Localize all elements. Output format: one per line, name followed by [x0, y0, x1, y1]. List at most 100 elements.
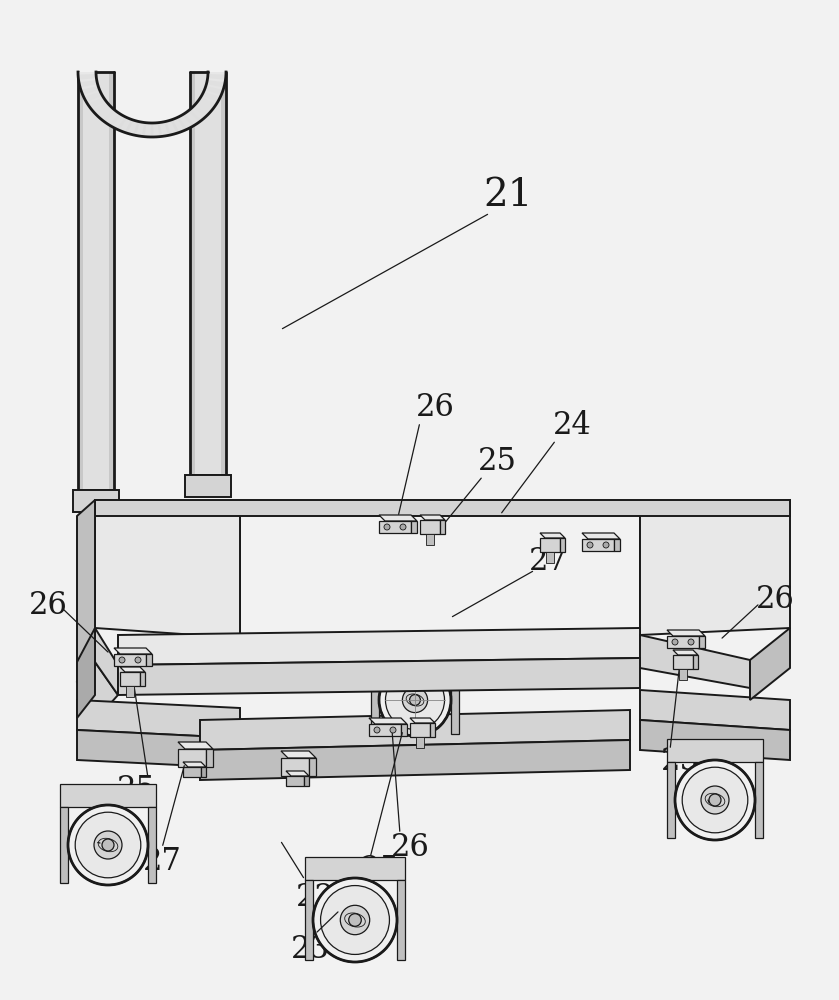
Text: 25: 25	[117, 774, 155, 806]
Circle shape	[701, 786, 729, 814]
Polygon shape	[755, 762, 763, 838]
Polygon shape	[420, 520, 440, 534]
Circle shape	[349, 914, 362, 926]
Polygon shape	[158, 123, 162, 137]
Polygon shape	[201, 95, 218, 104]
Polygon shape	[117, 117, 128, 130]
Polygon shape	[221, 72, 226, 475]
Polygon shape	[140, 672, 145, 686]
Polygon shape	[183, 114, 195, 126]
Polygon shape	[540, 538, 560, 552]
Polygon shape	[178, 742, 213, 749]
Polygon shape	[109, 72, 114, 490]
Polygon shape	[582, 539, 614, 551]
Polygon shape	[148, 807, 156, 883]
Polygon shape	[170, 119, 180, 133]
Text: 26: 26	[415, 392, 455, 424]
Polygon shape	[208, 72, 226, 75]
Polygon shape	[614, 539, 620, 551]
Circle shape	[76, 812, 141, 878]
Polygon shape	[95, 628, 118, 695]
Polygon shape	[640, 635, 750, 688]
Polygon shape	[679, 669, 687, 680]
Text: 23: 23	[290, 934, 330, 966]
Polygon shape	[86, 95, 103, 104]
Circle shape	[119, 657, 125, 663]
Circle shape	[688, 639, 694, 645]
Polygon shape	[430, 723, 435, 737]
Polygon shape	[397, 880, 405, 960]
Polygon shape	[371, 643, 459, 666]
Circle shape	[68, 805, 148, 885]
Circle shape	[682, 767, 748, 833]
Polygon shape	[206, 749, 213, 767]
Polygon shape	[177, 117, 187, 130]
Polygon shape	[77, 730, 240, 768]
Polygon shape	[369, 724, 401, 736]
Polygon shape	[118, 628, 640, 665]
Polygon shape	[150, 123, 154, 137]
Circle shape	[675, 760, 755, 840]
Polygon shape	[667, 762, 675, 838]
Circle shape	[135, 657, 141, 663]
Polygon shape	[146, 654, 152, 666]
Text: 27: 27	[143, 846, 181, 878]
Polygon shape	[309, 758, 316, 776]
Polygon shape	[379, 521, 411, 533]
Text: 26: 26	[756, 584, 795, 615]
Polygon shape	[78, 72, 226, 137]
Polygon shape	[190, 72, 195, 475]
Text: 25: 25	[477, 446, 517, 478]
Polygon shape	[379, 515, 417, 521]
Polygon shape	[640, 720, 790, 760]
Polygon shape	[420, 515, 445, 520]
Text: 23: 23	[60, 830, 100, 860]
Circle shape	[374, 727, 380, 733]
Polygon shape	[102, 110, 116, 122]
Polygon shape	[673, 650, 698, 655]
Polygon shape	[178, 749, 206, 767]
Circle shape	[102, 839, 114, 851]
Polygon shape	[190, 72, 226, 475]
Polygon shape	[80, 84, 98, 90]
Polygon shape	[410, 718, 435, 723]
Circle shape	[379, 664, 451, 736]
Polygon shape	[95, 500, 790, 516]
Polygon shape	[640, 690, 790, 730]
Polygon shape	[78, 72, 83, 490]
Circle shape	[94, 831, 122, 859]
Polygon shape	[77, 628, 95, 718]
Polygon shape	[114, 648, 152, 654]
Circle shape	[709, 794, 721, 806]
Text: 26: 26	[391, 832, 430, 863]
Circle shape	[385, 670, 445, 730]
Polygon shape	[83, 90, 101, 97]
Polygon shape	[133, 121, 140, 135]
Polygon shape	[207, 78, 226, 82]
Text: 27: 27	[529, 546, 567, 578]
Polygon shape	[183, 762, 206, 767]
Polygon shape	[142, 123, 147, 137]
Polygon shape	[540, 533, 565, 538]
Polygon shape	[79, 78, 96, 82]
Polygon shape	[451, 666, 459, 734]
Text: 26: 26	[29, 589, 67, 620]
Polygon shape	[77, 700, 240, 738]
Polygon shape	[200, 740, 630, 780]
Polygon shape	[78, 72, 96, 75]
Circle shape	[672, 639, 678, 645]
Polygon shape	[281, 751, 316, 758]
Polygon shape	[109, 114, 122, 126]
Polygon shape	[91, 101, 107, 111]
Polygon shape	[667, 739, 763, 762]
Polygon shape	[582, 533, 620, 539]
Polygon shape	[197, 101, 213, 111]
Polygon shape	[560, 538, 565, 552]
Circle shape	[409, 695, 420, 705]
Polygon shape	[60, 807, 68, 883]
Text: 24: 24	[553, 410, 591, 440]
Polygon shape	[188, 110, 201, 122]
Polygon shape	[126, 686, 134, 697]
Text: 25: 25	[361, 854, 399, 886]
Polygon shape	[125, 119, 133, 133]
